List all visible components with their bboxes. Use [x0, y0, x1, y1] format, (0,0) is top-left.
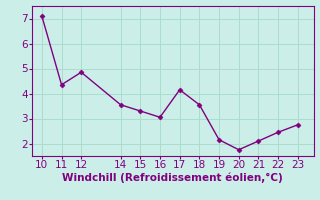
X-axis label: Windchill (Refroidissement éolien,°C): Windchill (Refroidissement éolien,°C): [62, 173, 283, 183]
